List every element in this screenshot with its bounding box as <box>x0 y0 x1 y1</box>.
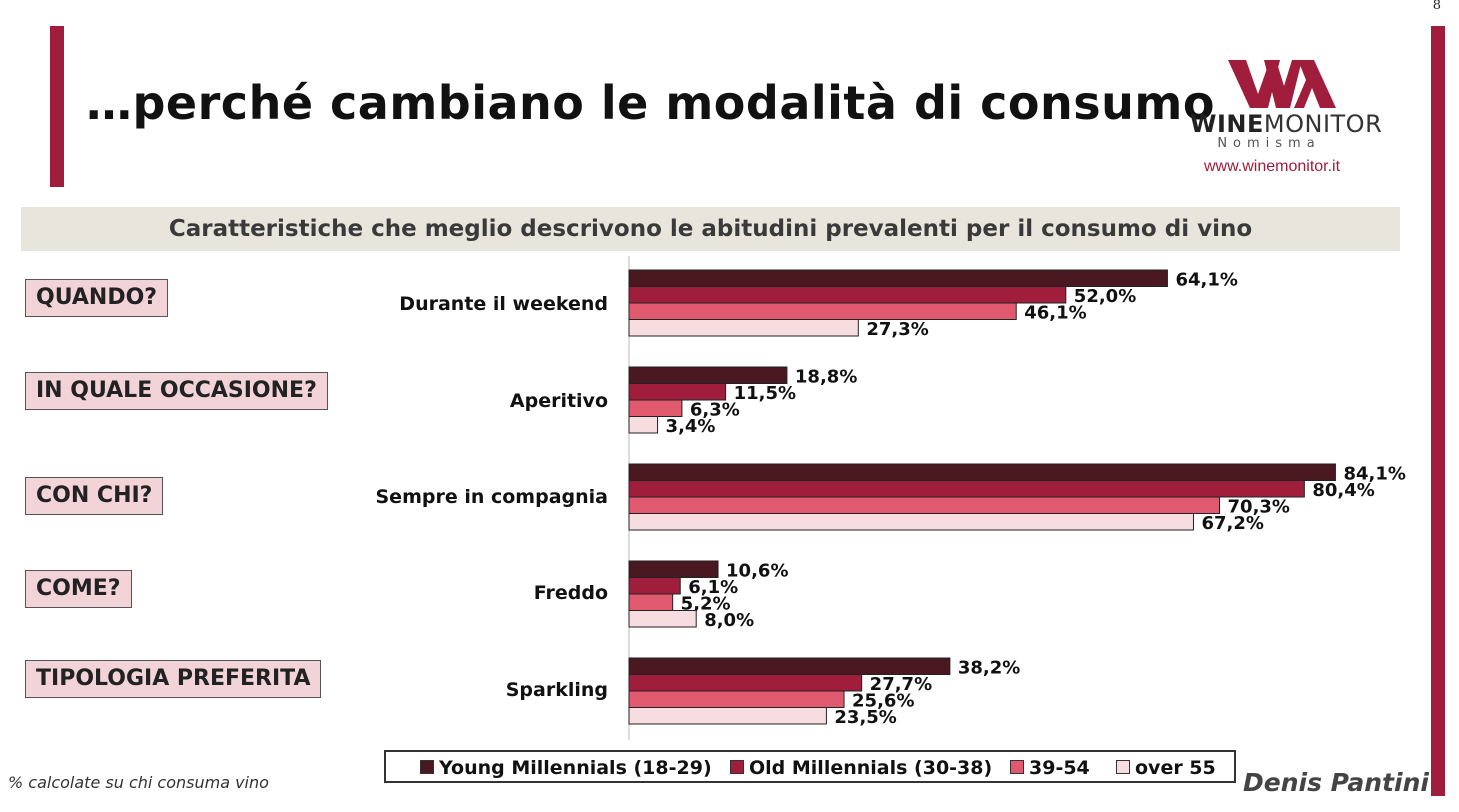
data-label: 70,3% <box>1228 497 1290 518</box>
right-accent-bar <box>1431 26 1445 796</box>
category-label: Aperitivo <box>509 390 608 412</box>
title-accent-bar <box>50 26 64 187</box>
bar <box>628 560 719 578</box>
question-box-quando: QUANDO? <box>25 279 169 317</box>
bar <box>628 657 951 675</box>
legend-item: Young Millennials (18-29) <box>420 757 712 779</box>
data-label: 52,0% <box>1074 286 1136 307</box>
category-label: Sempre in compagnia <box>375 486 609 508</box>
question-box-occasione: IN QUALE OCCASIONE? <box>25 372 328 410</box>
data-label: 11,5% <box>734 383 796 404</box>
data-label: 3,4% <box>666 416 716 437</box>
data-label: 84,1% <box>1343 464 1405 485</box>
data-label: 8,0% <box>704 610 754 631</box>
legend-item: over 55 <box>1116 757 1216 779</box>
data-label: 10,6% <box>726 561 788 582</box>
legend-item: 39-54 <box>1010 757 1090 779</box>
bar <box>628 383 727 401</box>
data-label: 80,4% <box>1312 480 1374 501</box>
category-label: Durante il weekend <box>399 293 608 315</box>
bar <box>628 513 1194 531</box>
data-label: 67,2% <box>1201 513 1263 534</box>
category-label: Sparkling <box>505 679 608 701</box>
data-label: 27,3% <box>866 319 928 340</box>
question-box-come: COME? <box>25 570 132 608</box>
chart-legend: Young Millennials (18-29) Old Millennial… <box>384 750 1236 783</box>
bar <box>628 480 1305 498</box>
logo-url: www.winemonitor.it <box>1204 158 1341 175</box>
data-label: 18,8% <box>795 367 857 388</box>
winemonitor-logo: WINEMONITOR Nomisma www.winemonitor.it <box>1186 56 1382 186</box>
bar <box>628 286 1067 304</box>
chart-title: Caratteristiche che meglio descrivono le… <box>168 216 1253 242</box>
bar <box>628 690 845 708</box>
bar <box>628 593 674 611</box>
category-label: Freddo <box>533 582 608 604</box>
data-label: 46,1% <box>1024 303 1086 324</box>
logo-subtitle: Nomisma <box>1217 136 1321 151</box>
bar <box>628 610 697 628</box>
data-label: 25,6% <box>852 691 914 712</box>
question-box-tipologia: TIPOLOGIA PREFERITA <box>25 660 322 698</box>
legend-swatch <box>1116 760 1130 774</box>
data-label: 64,1% <box>1175 270 1237 291</box>
bar <box>628 399 683 417</box>
chart-title-band: Caratteristiche che meglio descrivono le… <box>21 207 1400 251</box>
logo-mark-icon <box>1228 60 1336 108</box>
bar <box>628 302 1017 320</box>
data-label: 27,7% <box>870 674 932 695</box>
data-label: 6,3% <box>690 400 740 421</box>
data-label: 5,2% <box>681 594 731 615</box>
bar <box>628 319 859 337</box>
legend-item: Old Millennials (30-38) <box>730 757 992 779</box>
data-label: 38,2% <box>958 658 1020 679</box>
author-name: Denis Pantini <box>1243 768 1429 797</box>
bar <box>628 366 788 384</box>
page-title: …perché cambiano le modalità di consumo <box>86 76 1215 130</box>
legend-swatch <box>730 760 744 774</box>
page-number: 8 <box>1432 0 1441 13</box>
logo-name: WINEMONITOR <box>1190 110 1383 138</box>
data-label: 6,1% <box>688 577 738 598</box>
bar <box>628 674 863 692</box>
bar <box>628 707 827 725</box>
bar <box>628 416 659 434</box>
data-label: 23,5% <box>834 707 896 728</box>
legend-swatch <box>420 760 434 774</box>
bar <box>628 496 1221 514</box>
footnote: % calcolate su chi consuma vino <box>8 773 269 792</box>
bar <box>628 577 681 595</box>
legend-swatch <box>1010 760 1024 774</box>
bar <box>628 463 1336 481</box>
question-box-con-chi: CON CHI? <box>25 477 164 515</box>
bar <box>628 269 1168 287</box>
